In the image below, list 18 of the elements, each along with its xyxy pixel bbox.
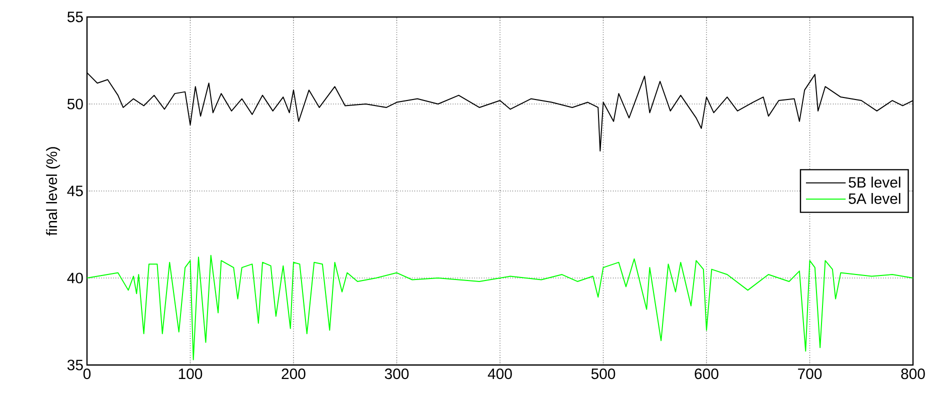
x-tick-label: 200 — [282, 368, 306, 380]
x-tick-label: 400 — [488, 368, 512, 380]
x-tick-label: 700 — [798, 368, 822, 380]
x-tick-label: 300 — [384, 368, 409, 380]
line-series — [87, 254, 913, 360]
x-tick-label: 800 — [901, 368, 925, 380]
x-tick-label: 600 — [694, 368, 718, 380]
x-tick-label: 500 — [591, 368, 616, 380]
y-axis-title: final level (%) — [46, 147, 60, 236]
x-tick-label: 0 — [83, 368, 91, 380]
y-tick-label: 40 — [67, 272, 83, 284]
y-tick-label: 35 — [67, 360, 83, 370]
y-tick-label: 45 — [67, 186, 83, 196]
y-tick-label: 55 — [67, 12, 83, 22]
y-tick-label: 50 — [67, 98, 83, 110]
x-tick-label: 100 — [178, 368, 202, 380]
legend-label: 5A level — [848, 192, 900, 204]
legend-label: 5B level — [848, 176, 900, 188]
